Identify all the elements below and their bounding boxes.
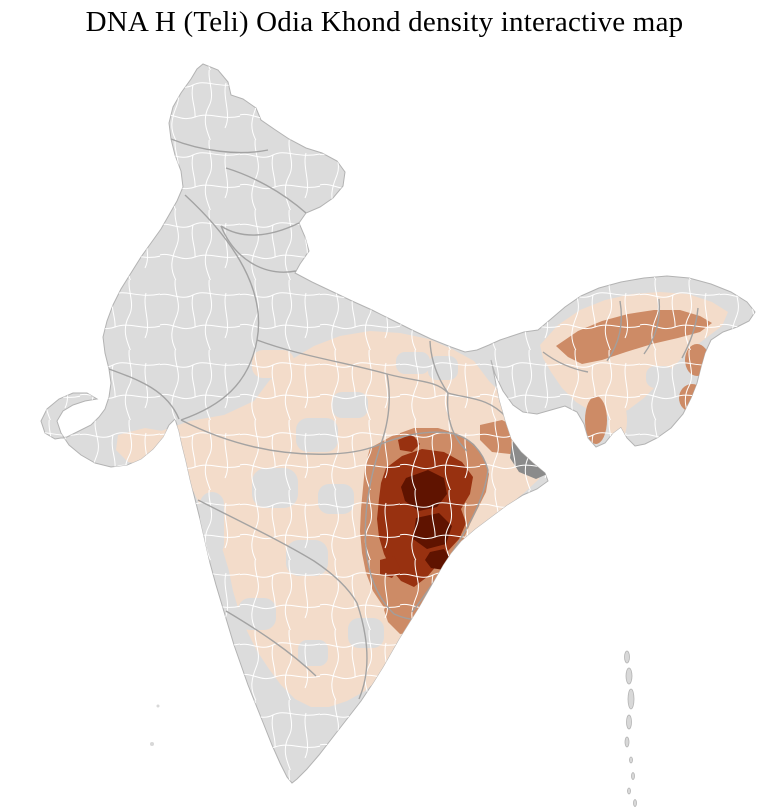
island-dot[interactable]	[150, 742, 154, 746]
state-border	[356, 602, 368, 700]
island[interactable]	[633, 799, 637, 807]
island-dot[interactable]	[156, 704, 160, 708]
state-border	[447, 392, 507, 418]
map-title: DNA H (Teli) Odia Khond density interact…	[85, 6, 684, 38]
state-border	[380, 373, 390, 445]
state-border	[180, 194, 260, 421]
island-chain-lakshadweep[interactable]	[150, 704, 160, 747]
state-border	[429, 340, 449, 394]
state-borders	[108, 138, 699, 700]
island[interactable]	[624, 736, 630, 748]
state-border	[180, 419, 382, 455]
state-border	[225, 610, 317, 677]
island[interactable]	[624, 650, 630, 664]
island[interactable]	[631, 772, 635, 780]
state-border	[446, 392, 468, 452]
state-border	[606, 300, 623, 362]
island[interactable]	[627, 688, 635, 710]
state-border	[170, 138, 269, 154]
state-border	[681, 307, 699, 359]
island[interactable]	[627, 787, 631, 795]
state-border	[220, 225, 297, 273]
state-border	[256, 339, 449, 394]
state-border	[364, 443, 395, 615]
state-border	[220, 222, 300, 236]
island[interactable]	[629, 756, 633, 764]
state-border	[542, 351, 589, 373]
state-border	[643, 298, 661, 355]
island[interactable]	[625, 667, 633, 685]
state-border	[197, 499, 358, 604]
state-border	[108, 368, 180, 420]
state-border	[225, 167, 307, 214]
island[interactable]	[626, 714, 632, 730]
island-chain-andaman[interactable]	[624, 650, 637, 807]
state-border	[380, 431, 489, 471]
state-border	[411, 469, 489, 613]
